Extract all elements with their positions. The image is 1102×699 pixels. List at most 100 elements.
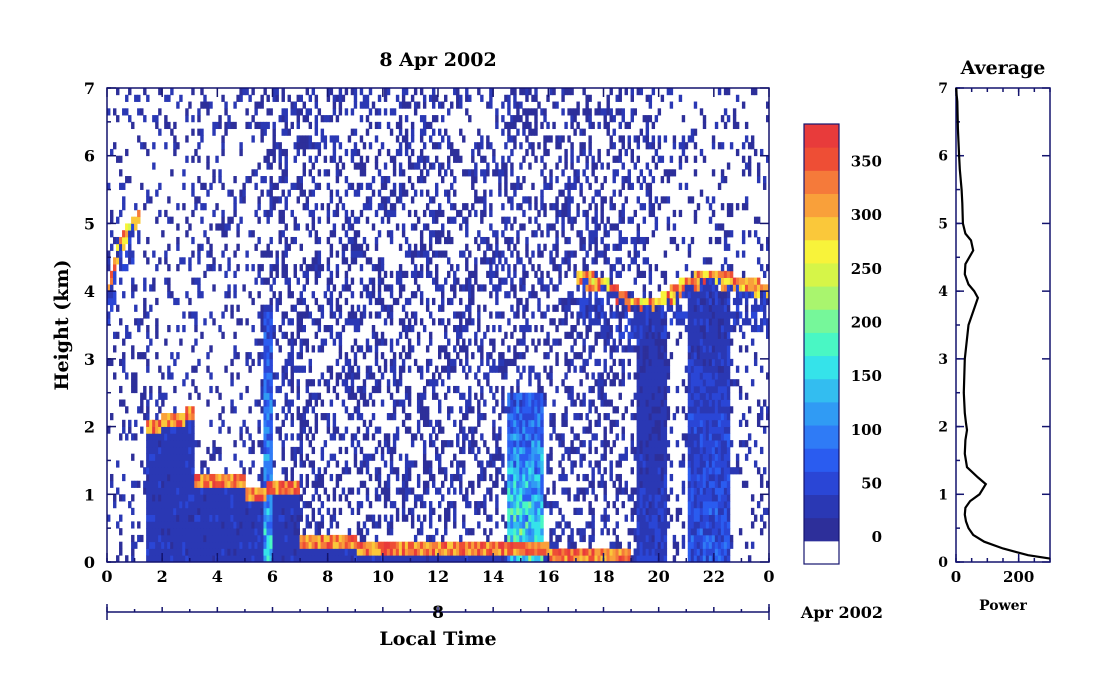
heatmap-cell [398, 399, 403, 407]
heatmap-cell [398, 277, 403, 285]
heatmap-cell [203, 101, 207, 109]
heatmap-cell [513, 548, 517, 556]
heatmap-cell [260, 135, 264, 143]
heatmap-cell [188, 541, 192, 549]
heatmap-cell [549, 467, 553, 475]
heatmap-cell [155, 325, 159, 333]
heatmap-cell [212, 507, 216, 515]
heatmap-cell [269, 413, 273, 421]
heatmap-cell [296, 541, 300, 549]
heatmap-cell [137, 94, 141, 102]
heatmap-cell [305, 88, 310, 96]
heatmap-cell [465, 352, 469, 360]
heatmap-cell [537, 250, 541, 258]
heatmap-cell [413, 311, 418, 319]
heatmap-cell [314, 257, 319, 265]
heatmap-cell [474, 453, 478, 461]
heatmap-cell [200, 291, 204, 299]
heatmap-cell [281, 115, 285, 123]
heatmap-cell [146, 94, 150, 102]
heatmap-cell [182, 487, 186, 495]
heatmap-cell [290, 399, 294, 407]
heatmap-cell [263, 433, 267, 441]
heatmap-cell [338, 155, 343, 163]
heatmap-cell [618, 358, 622, 367]
heatmap-cell [179, 433, 183, 441]
heatmap-cell [603, 345, 607, 353]
heatmap-cell [419, 88, 424, 96]
heatmap-cell [356, 325, 361, 333]
heatmap-cell [404, 352, 409, 360]
heatmap-cell [248, 534, 252, 543]
heatmap-cell [353, 392, 358, 400]
heatmap-cell [296, 548, 300, 556]
heatmap-cell [236, 487, 240, 495]
heatmap-cell [474, 209, 478, 218]
heatmap-cell [338, 494, 343, 502]
heatmap-cell [447, 501, 451, 509]
heatmap-cell [585, 216, 589, 224]
heatmap-cell [567, 385, 571, 394]
heatmap-cell [558, 507, 562, 515]
heatmap-cell [389, 541, 394, 549]
heatmap-cell [125, 433, 129, 441]
heatmap-cell [576, 277, 580, 285]
heatmap-cell [245, 358, 249, 367]
heatmap-cell [323, 379, 328, 387]
heatmap-cell [591, 318, 595, 326]
heatmap-cell [170, 453, 174, 461]
heatmap-cell [203, 230, 207, 238]
heatmap-cell [543, 203, 547, 211]
heatmap-cell [558, 473, 562, 482]
heatmap-cell [561, 108, 565, 116]
heatmap-cell [407, 392, 412, 400]
heatmap-cell [332, 94, 337, 102]
heatmap-cell [209, 182, 213, 190]
heatmap-cell [281, 507, 285, 515]
heatmap-cell [353, 433, 358, 441]
heatmap-cell [444, 467, 448, 475]
heatmap-cell [453, 358, 457, 367]
heatmap-cell [377, 108, 382, 116]
heatmap-cell [170, 494, 174, 502]
heatmap-cell [326, 203, 331, 211]
heatmap-cell [516, 230, 520, 238]
heatmap-cell [335, 270, 340, 278]
heatmap-cell [633, 236, 637, 245]
heatmap-cell [561, 473, 565, 482]
heatmap-cell [314, 142, 319, 150]
heatmap-cell [465, 555, 469, 562]
heatmap-cell [110, 358, 114, 367]
heatmap-cell [540, 284, 544, 292]
heatmap-cell [576, 528, 580, 536]
heatmap-cell [281, 379, 285, 387]
heatmap-cell [107, 284, 111, 292]
heatmap-cell [125, 108, 129, 116]
heatmap-cell [416, 399, 421, 407]
heatmap-cell [182, 182, 186, 190]
heatmap-cell [570, 528, 574, 536]
heatmap-cell [131, 230, 135, 238]
heatmap-cell [110, 480, 114, 488]
heatmap-cell [380, 338, 385, 346]
heatmap-cell [272, 501, 276, 509]
heatmap-cell [431, 379, 436, 387]
heatmap-cell [266, 121, 270, 130]
heatmap-cell [266, 338, 270, 346]
heatmap-cell [555, 196, 559, 204]
heatmap-cell [528, 521, 532, 529]
heatmap-cell [227, 115, 231, 123]
heatmap-cell [185, 446, 189, 455]
heatmap-cell [561, 548, 565, 556]
heatmap-cell [413, 433, 418, 441]
heatmap-cell [332, 453, 337, 461]
heatmap-cell [585, 284, 589, 292]
heatmap-cell [618, 108, 622, 116]
heatmap-cell [107, 291, 111, 299]
heatmap-cell [335, 162, 340, 170]
heatmap-cell [296, 413, 300, 421]
heatmap-cell [633, 162, 637, 170]
heatmap-cell [197, 480, 201, 488]
heatmap-cell [498, 311, 502, 319]
heatmap-cell [260, 514, 264, 522]
